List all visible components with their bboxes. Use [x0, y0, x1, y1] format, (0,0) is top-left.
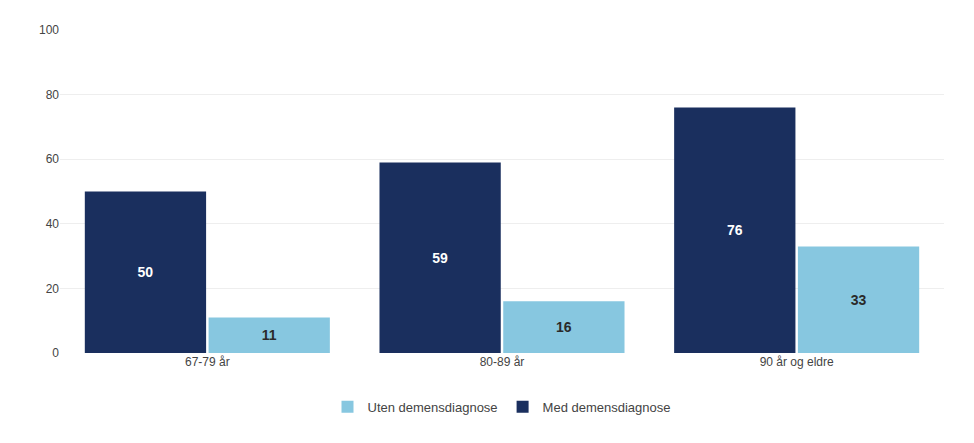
svg-text:50: 50: [138, 264, 154, 280]
svg-text:Uten demensdiagnose: Uten demensdiagnose: [368, 400, 498, 415]
svg-text:40: 40: [46, 217, 60, 231]
svg-text:67-79 år: 67-79 år: [185, 355, 230, 369]
svg-text:0: 0: [52, 346, 59, 360]
svg-text:90 år og eldre: 90 år og eldre: [760, 355, 834, 369]
svg-text:16: 16: [556, 319, 572, 335]
svg-text:20: 20: [46, 282, 60, 296]
svg-text:Med demensdiagnose: Med demensdiagnose: [543, 400, 671, 415]
svg-text:59: 59: [432, 250, 448, 266]
svg-text:11: 11: [262, 327, 277, 343]
svg-text:33: 33: [851, 292, 867, 308]
svg-text:60: 60: [46, 152, 60, 166]
svg-text:76: 76: [727, 222, 743, 238]
svg-text:80-89 år: 80-89 år: [480, 355, 525, 369]
svg-text:100: 100: [39, 23, 59, 37]
svg-text:80: 80: [46, 88, 60, 102]
